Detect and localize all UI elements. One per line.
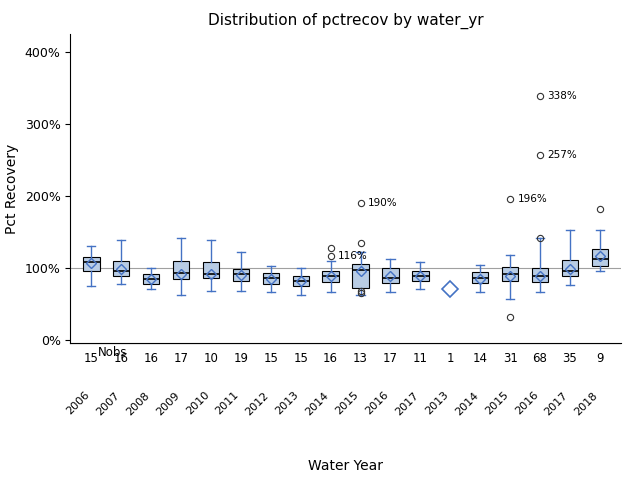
Text: 116%: 116% [338, 251, 368, 261]
Text: 190%: 190% [368, 198, 397, 208]
Text: 35: 35 [563, 352, 577, 365]
Text: 15: 15 [293, 352, 308, 365]
PathPatch shape [173, 261, 189, 279]
Text: 2017: 2017 [543, 390, 570, 417]
PathPatch shape [412, 271, 429, 281]
Text: 17: 17 [173, 352, 189, 365]
Text: 2009: 2009 [154, 390, 181, 417]
PathPatch shape [143, 274, 159, 284]
PathPatch shape [532, 268, 548, 282]
Text: 338%: 338% [547, 91, 577, 101]
Text: 2008: 2008 [124, 390, 151, 417]
Text: Water Year: Water Year [308, 459, 383, 473]
Text: 9: 9 [596, 352, 604, 365]
Text: 257%: 257% [547, 150, 577, 160]
Text: 2013: 2013 [274, 390, 301, 417]
Text: 10: 10 [204, 352, 218, 365]
PathPatch shape [502, 267, 518, 281]
Text: 19: 19 [234, 352, 248, 365]
Text: 2014: 2014 [303, 390, 331, 417]
Text: 2017: 2017 [394, 390, 420, 417]
PathPatch shape [323, 271, 339, 282]
Text: 1: 1 [447, 352, 454, 365]
Text: 2013: 2013 [423, 390, 451, 417]
PathPatch shape [83, 257, 100, 271]
Y-axis label: Pct Recovery: Pct Recovery [5, 144, 19, 234]
Text: 2015: 2015 [333, 390, 360, 417]
Text: 68: 68 [532, 352, 547, 365]
Text: 16: 16 [114, 352, 129, 365]
Text: 14: 14 [473, 352, 488, 365]
PathPatch shape [262, 273, 279, 284]
Text: 13: 13 [353, 352, 368, 365]
Text: 2015: 2015 [483, 390, 510, 417]
Text: 16: 16 [143, 352, 159, 365]
Text: 11: 11 [413, 352, 428, 365]
PathPatch shape [382, 268, 399, 283]
PathPatch shape [353, 264, 369, 288]
Text: 2018: 2018 [573, 390, 600, 417]
Text: 15: 15 [264, 352, 278, 365]
Text: 2006: 2006 [65, 390, 92, 417]
Text: 2016: 2016 [513, 390, 540, 417]
Text: 2011: 2011 [214, 390, 241, 417]
PathPatch shape [203, 262, 220, 278]
Text: 2016: 2016 [364, 390, 390, 417]
Text: 2007: 2007 [94, 390, 121, 417]
PathPatch shape [292, 276, 309, 287]
Text: 17: 17 [383, 352, 398, 365]
PathPatch shape [591, 249, 608, 265]
PathPatch shape [233, 269, 249, 281]
PathPatch shape [113, 261, 129, 276]
Text: 2010: 2010 [184, 390, 211, 417]
Text: 16: 16 [323, 352, 338, 365]
Text: 2014: 2014 [453, 390, 480, 417]
Text: 31: 31 [502, 352, 518, 365]
Text: 2012: 2012 [244, 390, 271, 417]
Text: 15: 15 [84, 352, 99, 365]
Text: Nobs: Nobs [98, 346, 127, 359]
PathPatch shape [562, 260, 578, 276]
Title: Distribution of pctrecov by water_yr: Distribution of pctrecov by water_yr [208, 13, 483, 29]
Text: 196%: 196% [518, 193, 547, 204]
PathPatch shape [472, 272, 488, 283]
